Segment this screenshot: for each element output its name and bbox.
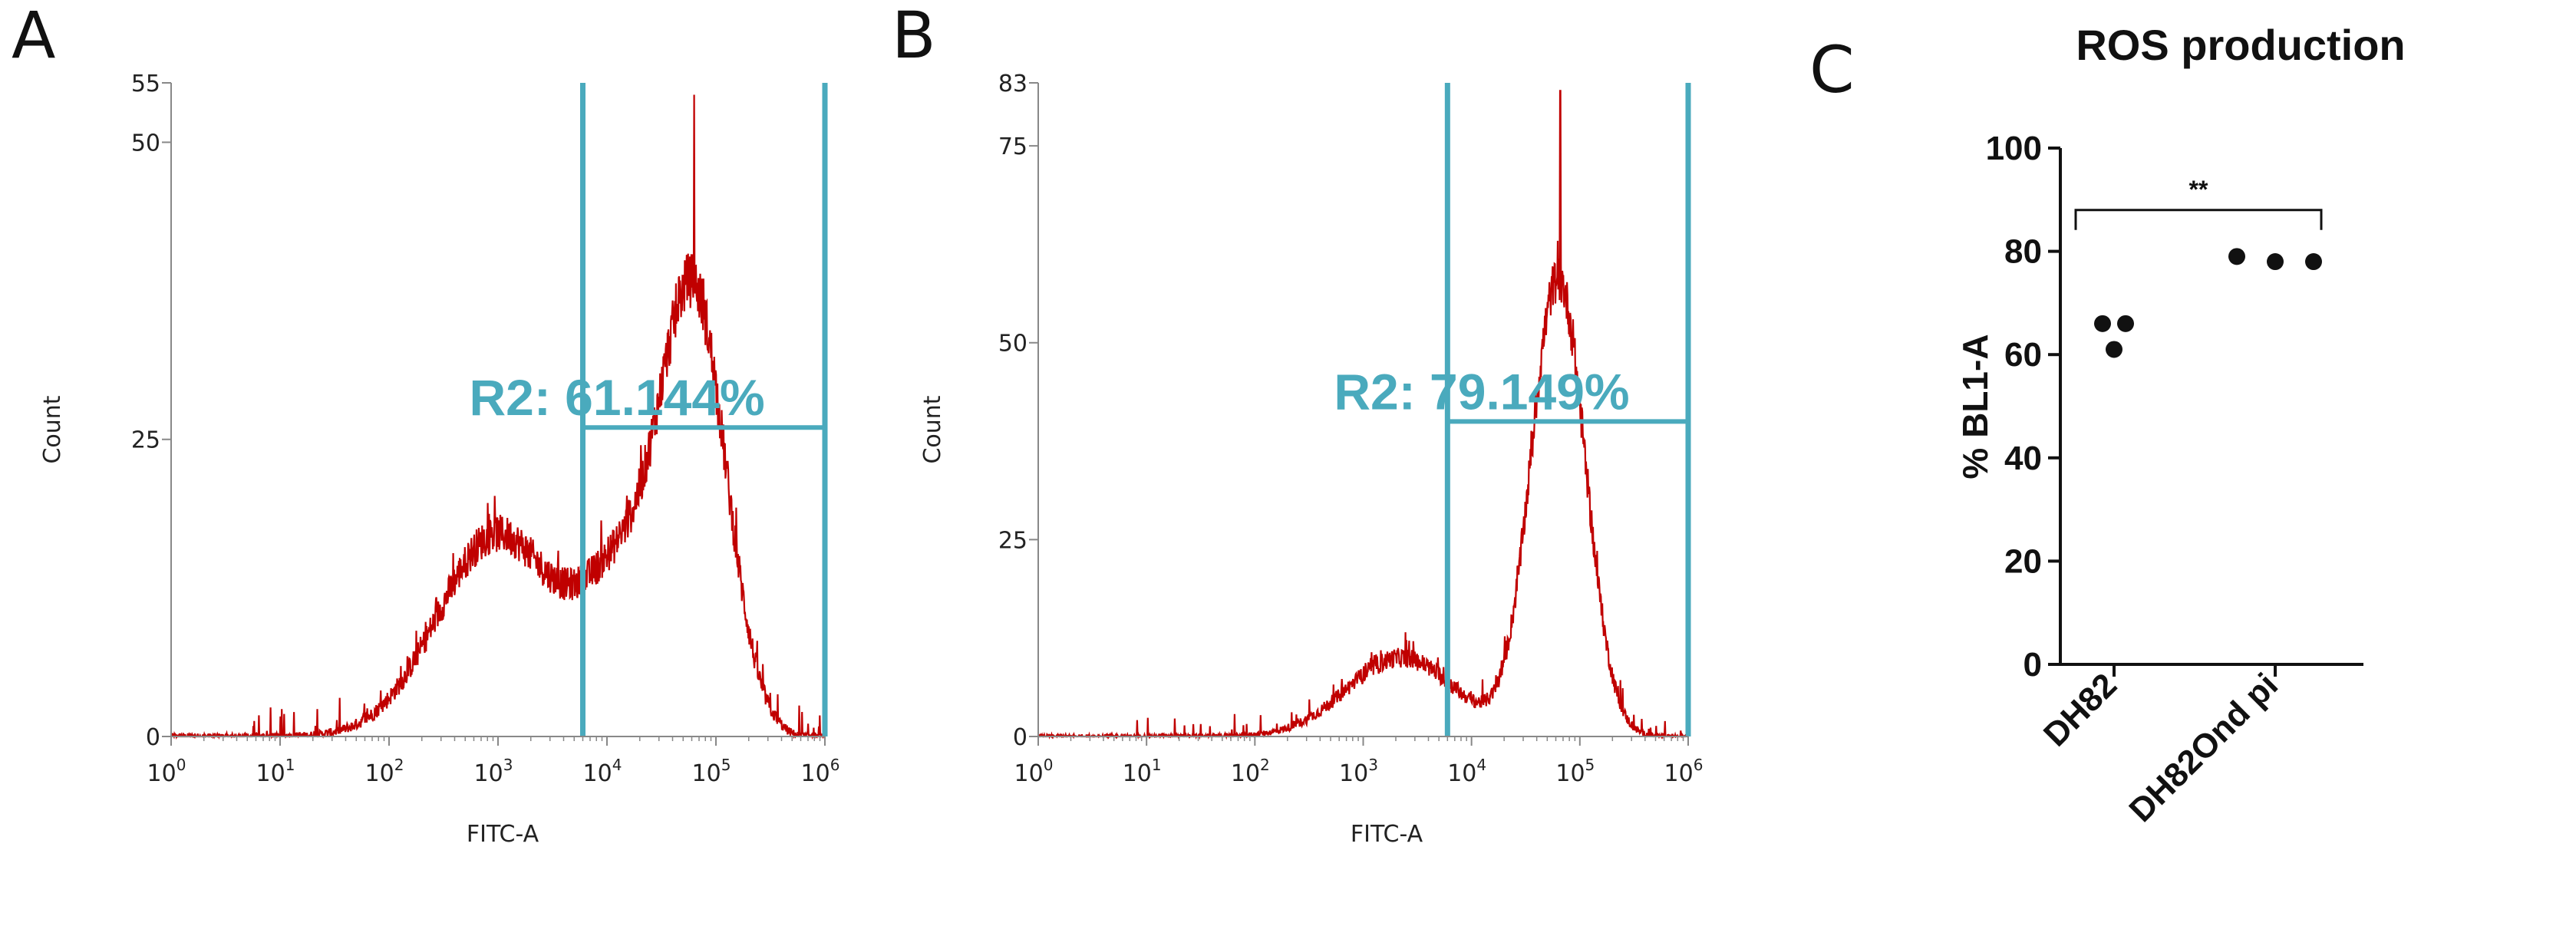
- data-point: [2228, 248, 2245, 265]
- chart-title: ROS production: [2076, 21, 2405, 69]
- y-tick-label: 25: [998, 527, 1027, 554]
- x-tick-label: 105: [1555, 756, 1595, 787]
- gate-label: R2: 79.149%: [1334, 363, 1629, 420]
- x-tick-label: 104: [1447, 756, 1486, 787]
- y-tick-label: 20: [2004, 542, 2042, 580]
- x-tick-label: DH82: [2037, 666, 2124, 753]
- x-axis-label: FITC-A: [1351, 821, 1423, 848]
- axes: 0 25 50 75 83 100 101 102 103 104 105 106: [998, 71, 1704, 787]
- scatter-panel-c: ROS production % BL1-A 0 20 40 60 80 100 DH82D…: [1955, 21, 2406, 829]
- data-point: [2117, 315, 2134, 332]
- data-point: [2305, 253, 2322, 271]
- histogram-line: [170, 94, 826, 740]
- y-axis-label: Count: [919, 395, 946, 463]
- significance-label: **: [2189, 176, 2208, 203]
- gate-r2: [579, 83, 828, 736]
- data-point: [2106, 341, 2122, 358]
- data-point: [2267, 253, 2284, 271]
- y-tick-label: 40: [2004, 440, 2042, 477]
- y-tick-label: 75: [998, 133, 1027, 160]
- data-points: [2094, 248, 2322, 358]
- panel-letter-c: C: [1809, 32, 1855, 107]
- histogram-trace: [170, 94, 826, 740]
- x-tick-label: 102: [365, 756, 404, 787]
- x-tick-label: 105: [692, 756, 731, 787]
- axes: 0 25 50 55 100 101 102 103 104 105 106: [131, 71, 840, 787]
- y-tick-label: 50: [998, 331, 1027, 358]
- x-tick-label: 104: [583, 756, 622, 787]
- x-axis-label: FITC-A: [467, 821, 539, 848]
- histogram-panel-b: 0 25 50 75 83 100 101 102 103 104 105 106 Count FIT…: [919, 71, 1703, 848]
- x-tick-label: 103: [474, 756, 513, 787]
- panel-letter-b: B: [892, 0, 936, 73]
- x-tick-label: 106: [1664, 756, 1704, 787]
- significance-bracket: **: [2074, 176, 2323, 230]
- y-axis-label: Count: [39, 395, 66, 463]
- bracket-line: [2074, 209, 2323, 230]
- x-tick-label: 106: [801, 756, 840, 787]
- x-tick-label: 100: [147, 756, 186, 787]
- y-tick-label: 100: [1986, 130, 2042, 167]
- x-tick-label: DH82Ond pi: [2122, 666, 2285, 829]
- y-tick-label: 0: [1013, 724, 1027, 751]
- gate-r2: [1444, 83, 1691, 736]
- y-tick-label: 0: [146, 724, 160, 751]
- y-tick-label: 0: [2024, 646, 2042, 684]
- y-tick-label: 25: [131, 427, 160, 454]
- gate-label: R2: 61.144%: [469, 369, 764, 426]
- y-tick-label: 80: [2004, 233, 2042, 271]
- x-tick-label: 102: [1231, 756, 1270, 787]
- x-tick-label: 101: [1123, 756, 1162, 787]
- y-tick-label: 50: [131, 130, 160, 157]
- y-axis-label: % BL1-A: [1955, 334, 1995, 479]
- y-tick-label: 83: [998, 71, 1027, 97]
- x-tick-label: 101: [256, 756, 295, 787]
- x-tick-label: 103: [1339, 756, 1378, 787]
- histogram-panel-a: 0 25 50 55 100 101 102 103 104 105 106 Count FITC-…: [39, 71, 839, 848]
- y-tick-label: 55: [131, 71, 160, 97]
- data-point: [2094, 315, 2111, 332]
- panel-letter-a: A: [12, 0, 55, 73]
- x-tick-label: 100: [1014, 756, 1054, 787]
- y-tick-label: 60: [2004, 336, 2042, 374]
